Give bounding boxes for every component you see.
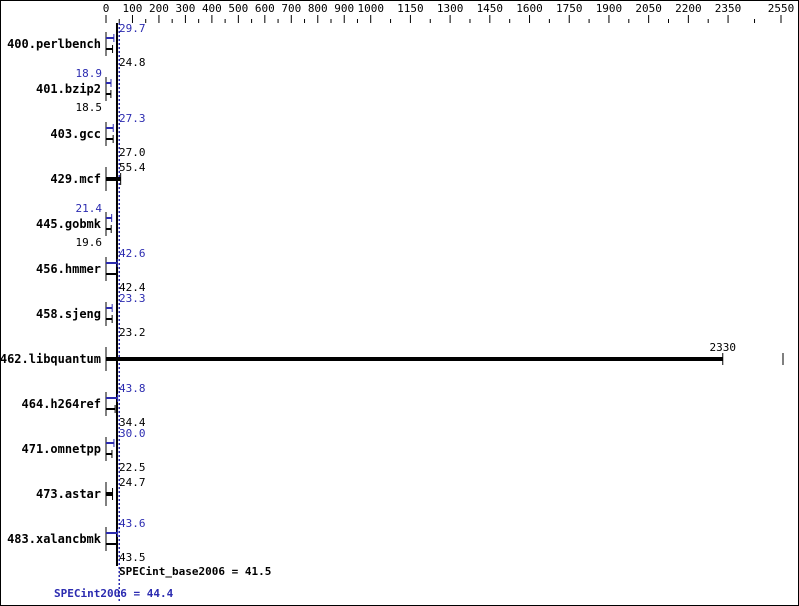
base-value-label: 24.8 bbox=[119, 56, 146, 69]
peak-value-label: 42.6 bbox=[119, 247, 146, 260]
x-tick-label: 2050 bbox=[635, 2, 662, 15]
x-tick-label: 1300 bbox=[437, 2, 464, 15]
benchmark-label: 462.libquantum bbox=[1, 352, 101, 366]
base-value-label: 18.5 bbox=[76, 101, 103, 114]
benchmark-label: 403.gcc bbox=[50, 127, 101, 141]
benchmark-label: 456.hmmer bbox=[36, 262, 101, 276]
base-value-label: 24.7 bbox=[119, 476, 146, 489]
base-value-label: 42.4 bbox=[119, 281, 146, 294]
benchmark-label: 473.astar bbox=[36, 487, 101, 501]
benchmark-label: 401.bzip2 bbox=[36, 82, 101, 96]
x-tick-label: 700 bbox=[281, 2, 301, 15]
x-tick-label: 100 bbox=[123, 2, 143, 15]
peak-value-label: 30.0 bbox=[119, 427, 146, 440]
peak-value-label: 27.3 bbox=[119, 112, 146, 125]
x-tick-label: 1150 bbox=[397, 2, 424, 15]
base-value-label: 27.0 bbox=[119, 146, 146, 159]
base-summary-label: SPECint_base2006 = 41.5 bbox=[119, 565, 271, 578]
base-value-label: 2330 bbox=[710, 341, 737, 354]
x-tick-label: 1000 bbox=[357, 2, 384, 15]
benchmark-label: 483.xalancbmk bbox=[7, 532, 102, 546]
benchmark-label: 400.perlbench bbox=[7, 37, 101, 51]
x-tick-label: 900 bbox=[334, 2, 354, 15]
x-tick-label: 2550 bbox=[768, 2, 795, 15]
x-tick-label: 1900 bbox=[596, 2, 623, 15]
x-tick-label: 800 bbox=[308, 2, 328, 15]
benchmark-label: 458.sjeng bbox=[36, 307, 101, 321]
x-tick-label: 2200 bbox=[675, 2, 702, 15]
x-tick-label: 500 bbox=[228, 2, 248, 15]
peak-value-label: 43.8 bbox=[119, 382, 146, 395]
benchmark-label: 429.mcf bbox=[50, 172, 101, 186]
base-value-label: 19.6 bbox=[76, 236, 103, 249]
peak-value-label: 23.3 bbox=[119, 292, 146, 305]
x-tick-label: 300 bbox=[175, 2, 195, 15]
benchmark-label: 464.h264ref bbox=[22, 397, 101, 411]
benchmark-label: 445.gobmk bbox=[36, 217, 102, 231]
base-value-label: 43.5 bbox=[119, 551, 146, 564]
x-tick-label: 1450 bbox=[477, 2, 504, 15]
peak-value-label: 43.6 bbox=[119, 517, 146, 530]
base-value-label: 34.4 bbox=[119, 416, 146, 429]
base-value-label: 55.4 bbox=[119, 161, 146, 174]
x-tick-label: 200 bbox=[149, 2, 169, 15]
x-tick-label: 400 bbox=[202, 2, 222, 15]
peak-value-label: 29.7 bbox=[119, 22, 146, 35]
base-value-label: 23.2 bbox=[119, 326, 146, 339]
x-tick-label: 2350 bbox=[715, 2, 742, 15]
x-tick-label: 1750 bbox=[556, 2, 583, 15]
benchmark-label: 471.omnetpp bbox=[22, 442, 101, 456]
x-tick-label: 600 bbox=[255, 2, 275, 15]
x-tick-label: 1600 bbox=[516, 2, 543, 15]
peak-summary-label: SPECint2006 = 44.4 bbox=[54, 587, 174, 600]
x-tick-label: 0 bbox=[103, 2, 110, 15]
peak-value-label: 18.9 bbox=[76, 67, 103, 80]
base-value-label: 22.5 bbox=[119, 461, 146, 474]
peak-value-label: 21.4 bbox=[76, 202, 103, 215]
